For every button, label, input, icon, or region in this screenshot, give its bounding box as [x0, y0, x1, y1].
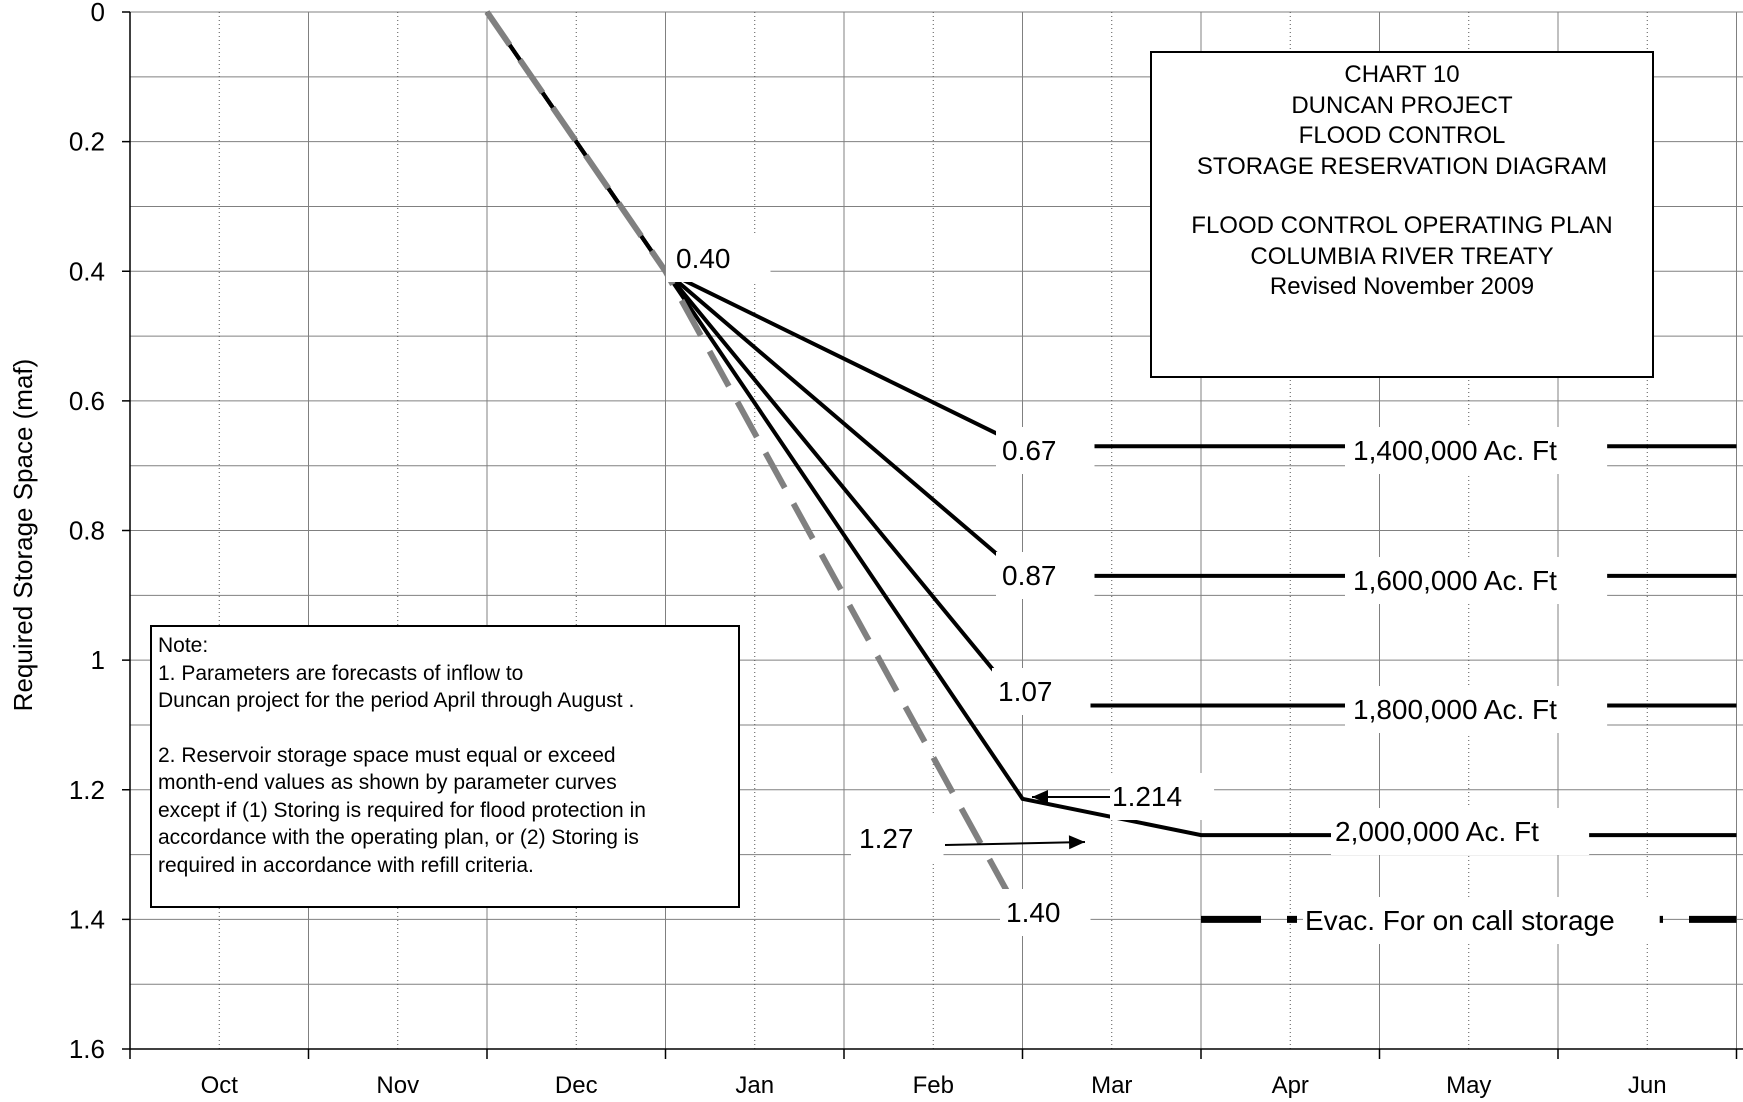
value-label-text: 1.07 [998, 676, 1053, 707]
title-line: DUNCAN PROJECT [1291, 91, 1513, 119]
value-label-bg [1000, 889, 1091, 936]
curve-label-bg [1345, 557, 1608, 604]
title-line: CHART 10 [1344, 61, 1460, 88]
curve-label: 1,400,000 Ac. Ft [1345, 427, 1608, 474]
y-tick-label: 0.4 [69, 256, 105, 286]
value-label: 1.27 [851, 815, 944, 862]
y-tick-label: 0 [91, 0, 105, 27]
value-label-bg [1110, 773, 1215, 820]
curve-label-bg [1331, 808, 1590, 855]
value-label-bg [996, 552, 1095, 599]
title-line: Revised November 2009 [1269, 273, 1535, 300]
note-heading: Note: [158, 634, 209, 657]
curve-label: Evac. For on call storage [1303, 897, 1660, 944]
value-label-text: 0.40 [676, 243, 731, 274]
curve-label-text: 2,000,000 Ac. Ft [1335, 816, 1539, 847]
curve-label-text: 1,400,000 Ac. Ft [1353, 435, 1557, 466]
x-tick-label: Jan [735, 1072, 774, 1099]
value-label-text: 1.40 [1006, 897, 1061, 928]
title-line: STORAGE RESERVATION DIAGRAM [1196, 152, 1608, 180]
y-tick-label: 1 [91, 645, 105, 675]
note-box: Note: 1. Parameters are forecasts of inf… [150, 625, 740, 908]
curve-label: 1,600,000 Ac. Ft [1345, 557, 1608, 604]
title-line: FLOOD CONTROL OPERATING PLAN [1191, 212, 1613, 239]
arrow-1214-head [1032, 790, 1048, 804]
value-label-text: 1.27 [859, 823, 914, 854]
y-tick-label: 1.6 [69, 1034, 105, 1064]
note-line: 1. Parameters are forecasts of inflow to [158, 661, 524, 685]
value-label-bg [851, 815, 944, 862]
series-line-5 [484, 10, 1026, 921]
curve-label: 2,000,000 Ac. Ft [1331, 808, 1590, 855]
value-label-text: 0.67 [1002, 435, 1057, 466]
value-label: 1.40 [1000, 889, 1091, 936]
value-label: 0.87 [996, 552, 1095, 599]
x-tick-label: Oct [201, 1072, 239, 1099]
chart-title-box: CHART 10 DUNCAN PROJECT FLOOD CONTROL ST… [1150, 51, 1654, 378]
value-label-text: 0.87 [1002, 560, 1057, 591]
curve-label-text: 1,800,000 Ac. Ft [1353, 694, 1557, 725]
axes: 0 0.2 0.4 0.6 0.8 1 1.2 1.4 1.6 Oct Nov Dec Jan Feb Ma… [69, 0, 1743, 1099]
curve-label-bg [1345, 686, 1608, 733]
x-tick-label: Mar [1091, 1072, 1132, 1099]
x-tick-label: Dec [555, 1072, 598, 1099]
data-labels: 0.40 0.67 0.87 1.07 1.214 1.27 1.40 1,400,000 A… [666, 235, 1660, 944]
y-tick-label: 0.2 [69, 127, 105, 157]
value-label: 1.07 [992, 668, 1091, 715]
y-tick-label: 1.2 [69, 775, 105, 805]
title-line: COLUMBIA RIVER TREATY [1250, 242, 1554, 270]
arrow-127 [944, 841, 1086, 846]
note-line: 2. Reservoir storage space must equal or… [158, 743, 616, 767]
y-axis-label: Required Storage Space (maf) [8, 359, 38, 712]
value-label-bg [992, 668, 1091, 715]
value-label-bg [666, 235, 771, 282]
curve-label: 1,800,000 Ac. Ft [1345, 686, 1608, 733]
x-tick-label: Feb [913, 1072, 954, 1099]
arrow-127-head [1068, 835, 1085, 850]
value-label: 0.67 [996, 427, 1095, 474]
curve-label-text: Evac. For on call storage [1305, 905, 1615, 936]
curve-label-text: 1,600,000 Ac. Ft [1353, 565, 1557, 596]
y-tick-label: 1.4 [69, 904, 105, 934]
value-label-text: 1.214 [1112, 781, 1182, 812]
x-tick-label: Jun [1628, 1072, 1667, 1099]
value-label-bg [996, 427, 1095, 474]
note-line: required in accordance with refill crite… [158, 853, 534, 877]
x-tick-label: May [1446, 1072, 1491, 1099]
value-label: 0.40 [666, 235, 771, 282]
y-tick-label: 0.6 [69, 386, 105, 416]
value-label: 1.214 [1110, 773, 1215, 820]
note-line: except if (1) Storing is required for fl… [158, 798, 646, 822]
title-line: FLOOD CONTROL [1298, 122, 1506, 149]
note-line: month-end values as shown by parameter c… [158, 771, 617, 794]
x-tick-label: Apr [1272, 1072, 1309, 1099]
note-line: accordance with the operating plan, or (… [158, 826, 639, 849]
x-tick-label: Nov [376, 1072, 419, 1099]
note-line: Duncan project for the period April thro… [158, 689, 635, 712]
y-tick-label: 0.8 [69, 516, 105, 546]
curve-label-bg [1303, 897, 1660, 944]
curve-label-bg [1345, 427, 1608, 474]
